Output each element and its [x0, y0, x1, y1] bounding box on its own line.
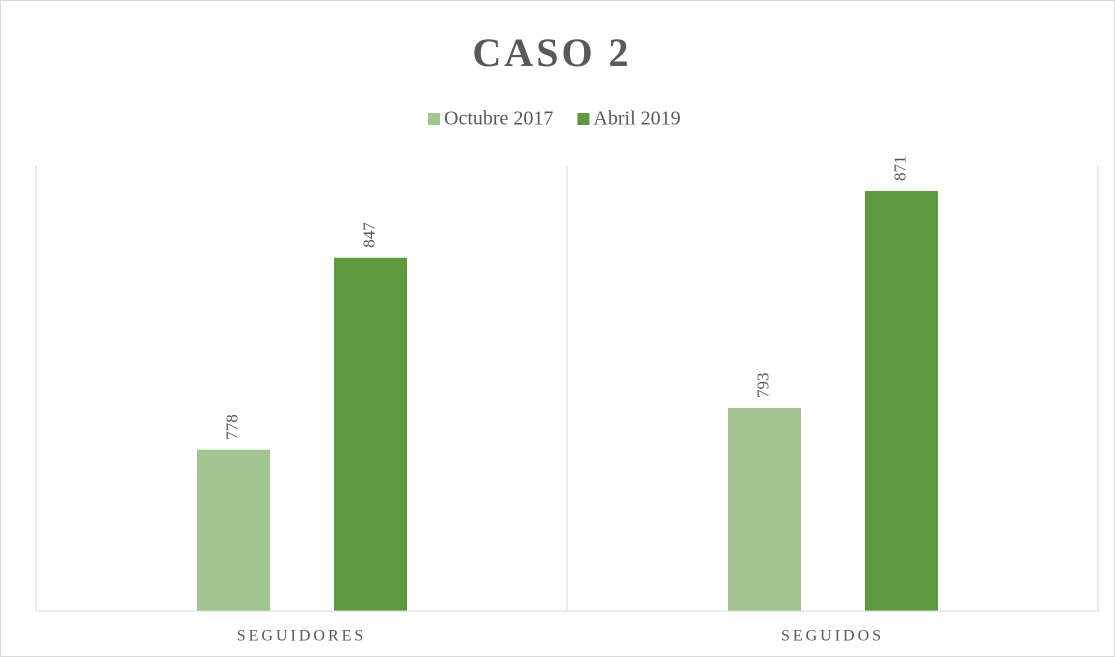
data-label: 871: [890, 156, 909, 182]
bar: [728, 407, 801, 611]
legend-swatch: [577, 113, 590, 125]
bar: [865, 191, 938, 611]
bar: [197, 449, 270, 611]
data-label: 778: [222, 414, 241, 440]
legend-swatch: [428, 113, 440, 125]
chart-title: CASO 2: [472, 30, 631, 75]
legend-label: Abril 2019: [593, 108, 680, 130]
data-label: 847: [359, 222, 378, 248]
data-label: 793: [753, 372, 772, 398]
legend-label: Octubre 2017: [444, 108, 553, 130]
x-tick-label: SEGUIDOS: [781, 628, 884, 645]
x-tick-label: SEGUIDORES: [237, 628, 367, 645]
bar: [334, 257, 407, 611]
